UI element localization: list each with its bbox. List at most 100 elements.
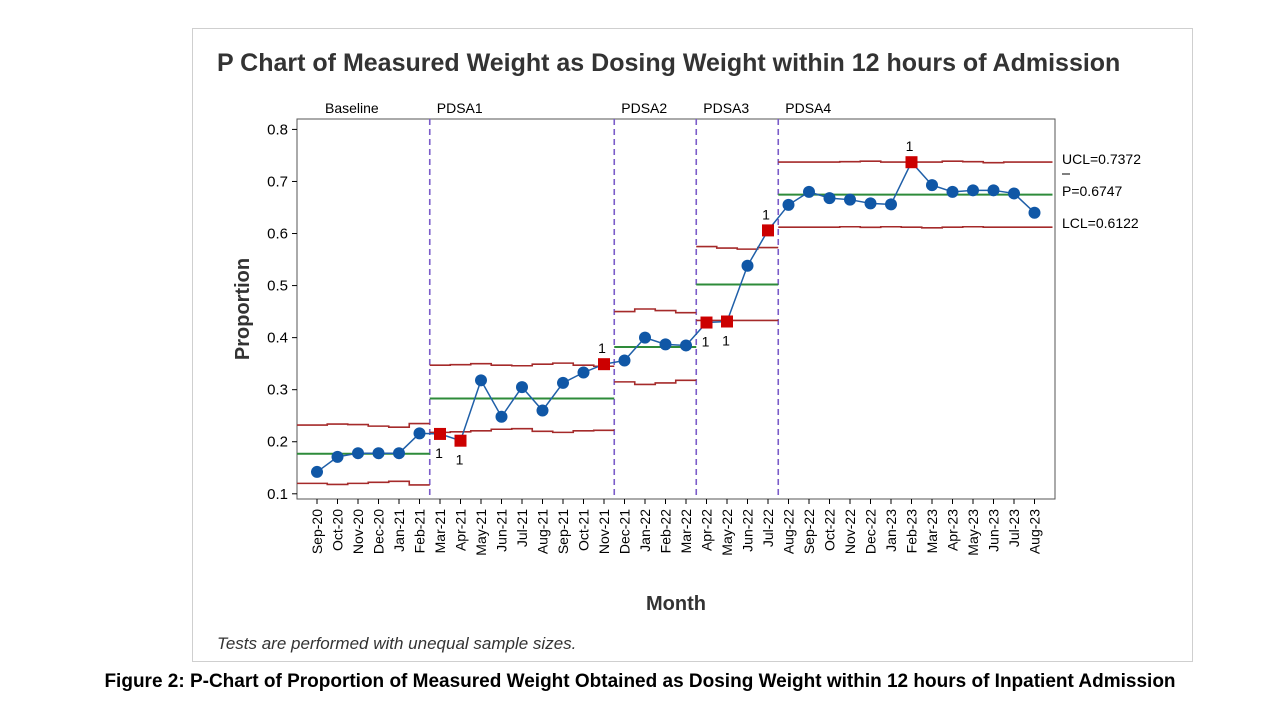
- data-point: [741, 259, 754, 272]
- data-point: [987, 184, 1000, 197]
- x-tick-label: Sep-22: [801, 509, 817, 554]
- flag-label: 1: [906, 138, 914, 154]
- data-point: [577, 366, 590, 379]
- x-tick-label: Jul-21: [514, 509, 530, 547]
- chart-frame: P Chart of Measured Weight as Dosing Wei…: [192, 28, 1193, 662]
- x-tick-label: Sep-21: [555, 509, 571, 554]
- phase-label: Baseline: [325, 100, 379, 116]
- x-tick-label: Oct-20: [330, 509, 346, 551]
- data-point: [639, 331, 651, 344]
- data-point: [331, 450, 344, 463]
- lcl-line: [778, 225, 1053, 229]
- flagged-point: [721, 315, 733, 328]
- x-tick-label: Apr-21: [453, 509, 469, 551]
- flagged-point: [598, 358, 610, 371]
- series-line: [316, 160, 1036, 473]
- y-tick-label: 0.4: [267, 330, 288, 347]
- x-tick-label: Jul-23: [1006, 509, 1022, 547]
- y-tick-label: 0.3: [267, 382, 288, 399]
- x-tick-label: Oct-22: [822, 509, 838, 551]
- plot-area: [296, 118, 1056, 500]
- data-point: [803, 185, 815, 198]
- x-tick-label: Dec-20: [371, 509, 387, 554]
- data-point: [680, 339, 692, 352]
- data-point: [393, 447, 405, 460]
- data-point: [1008, 187, 1020, 200]
- x-tick-label: Dec-21: [617, 509, 633, 554]
- x-tick-label: Jan-21: [391, 509, 407, 552]
- data-point: [864, 197, 877, 210]
- y-tick-label: 0.1: [267, 486, 288, 503]
- x-tick-label: Mar-23: [924, 509, 940, 554]
- x-tick-label: Feb-22: [658, 509, 674, 554]
- x-tick-label: Oct-21: [576, 509, 592, 551]
- data-point: [926, 179, 938, 192]
- data-point: [659, 338, 672, 351]
- p-chart: P Chart of Measured Weight as Dosing Wei…: [217, 49, 1141, 653]
- data-point: [618, 354, 631, 367]
- lcl-line: [429, 427, 615, 434]
- x-tick-label: Feb-21: [412, 509, 428, 554]
- flagged-point: [905, 156, 918, 169]
- y-axis-label: Proportion: [232, 258, 254, 360]
- flagged-point: [762, 224, 774, 237]
- x-tick-label: Jun-21: [494, 509, 510, 552]
- x-tick-label: Nov-22: [842, 509, 858, 554]
- lcl-line: [614, 379, 697, 386]
- phase-label: PDSA2: [621, 100, 667, 116]
- figure-caption: Figure 2: P-Chart of Proportion of Measu…: [0, 671, 1280, 693]
- lcl-label: LCL=0.6122: [1062, 215, 1139, 231]
- data-point: [536, 404, 549, 417]
- x-tick-label: Apr-22: [699, 509, 715, 551]
- flag-label: 1: [598, 340, 606, 356]
- x-tick-label: Jan-23: [883, 509, 899, 552]
- x-tick-label: May-23: [965, 509, 981, 556]
- ucl-line: [778, 160, 1053, 164]
- data-point: [1028, 206, 1041, 219]
- x-tick-label: Aug-22: [781, 509, 797, 554]
- x-tick-label: Nov-21: [596, 509, 612, 554]
- data-point: [967, 184, 979, 197]
- data-point: [557, 376, 569, 389]
- ucl-line: [429, 362, 615, 368]
- data-point: [946, 185, 959, 198]
- y-tick-label: 0.2: [267, 434, 288, 451]
- flagged-point: [454, 434, 467, 447]
- flag-label: 1: [435, 445, 443, 461]
- x-tick-label: Dec-22: [863, 509, 879, 554]
- data-point: [311, 465, 323, 478]
- data-point: [844, 193, 856, 206]
- y-tick-label: 0.6: [267, 226, 288, 243]
- lcl-line: [297, 480, 430, 486]
- data-point: [495, 410, 508, 423]
- chart-title: P Chart of Measured Weight as Dosing Wei…: [217, 49, 1120, 77]
- phase-label: PDSA1: [437, 100, 483, 116]
- flag-label: 1: [762, 206, 770, 222]
- x-tick-label: Nov-20: [350, 509, 366, 554]
- footnote: Tests are performed with unequal sample …: [217, 634, 576, 653]
- ucl-line: [696, 245, 779, 250]
- flag-label: 1: [722, 332, 730, 348]
- x-tick-label: Feb-23: [904, 509, 920, 554]
- data-point: [823, 192, 836, 205]
- x-tick-label: Aug-23: [1027, 509, 1043, 554]
- ucl-line: [297, 422, 430, 428]
- y-tick-label: 0.7: [267, 173, 288, 190]
- x-tick-label: Jun-22: [740, 509, 756, 552]
- x-tick-label: May-22: [719, 509, 735, 556]
- x-tick-label: Aug-21: [535, 509, 551, 554]
- data-point: [413, 427, 426, 440]
- x-tick-label: May-21: [473, 509, 489, 556]
- flag-label: 1: [702, 334, 710, 350]
- ucl-line: [614, 308, 697, 314]
- x-tick-label: Jan-22: [637, 509, 653, 552]
- x-tick-label: Apr-23: [945, 509, 961, 551]
- ucl-label: UCL=0.7372: [1062, 151, 1141, 167]
- data-point: [516, 381, 528, 394]
- data-point: [885, 198, 897, 211]
- x-tick-label: Sep-20: [309, 509, 325, 554]
- x-axis-label: Month: [646, 593, 706, 615]
- x-tick-label: Jul-22: [760, 509, 776, 547]
- center-label: P=0.6747: [1062, 183, 1123, 199]
- data-point: [352, 447, 364, 460]
